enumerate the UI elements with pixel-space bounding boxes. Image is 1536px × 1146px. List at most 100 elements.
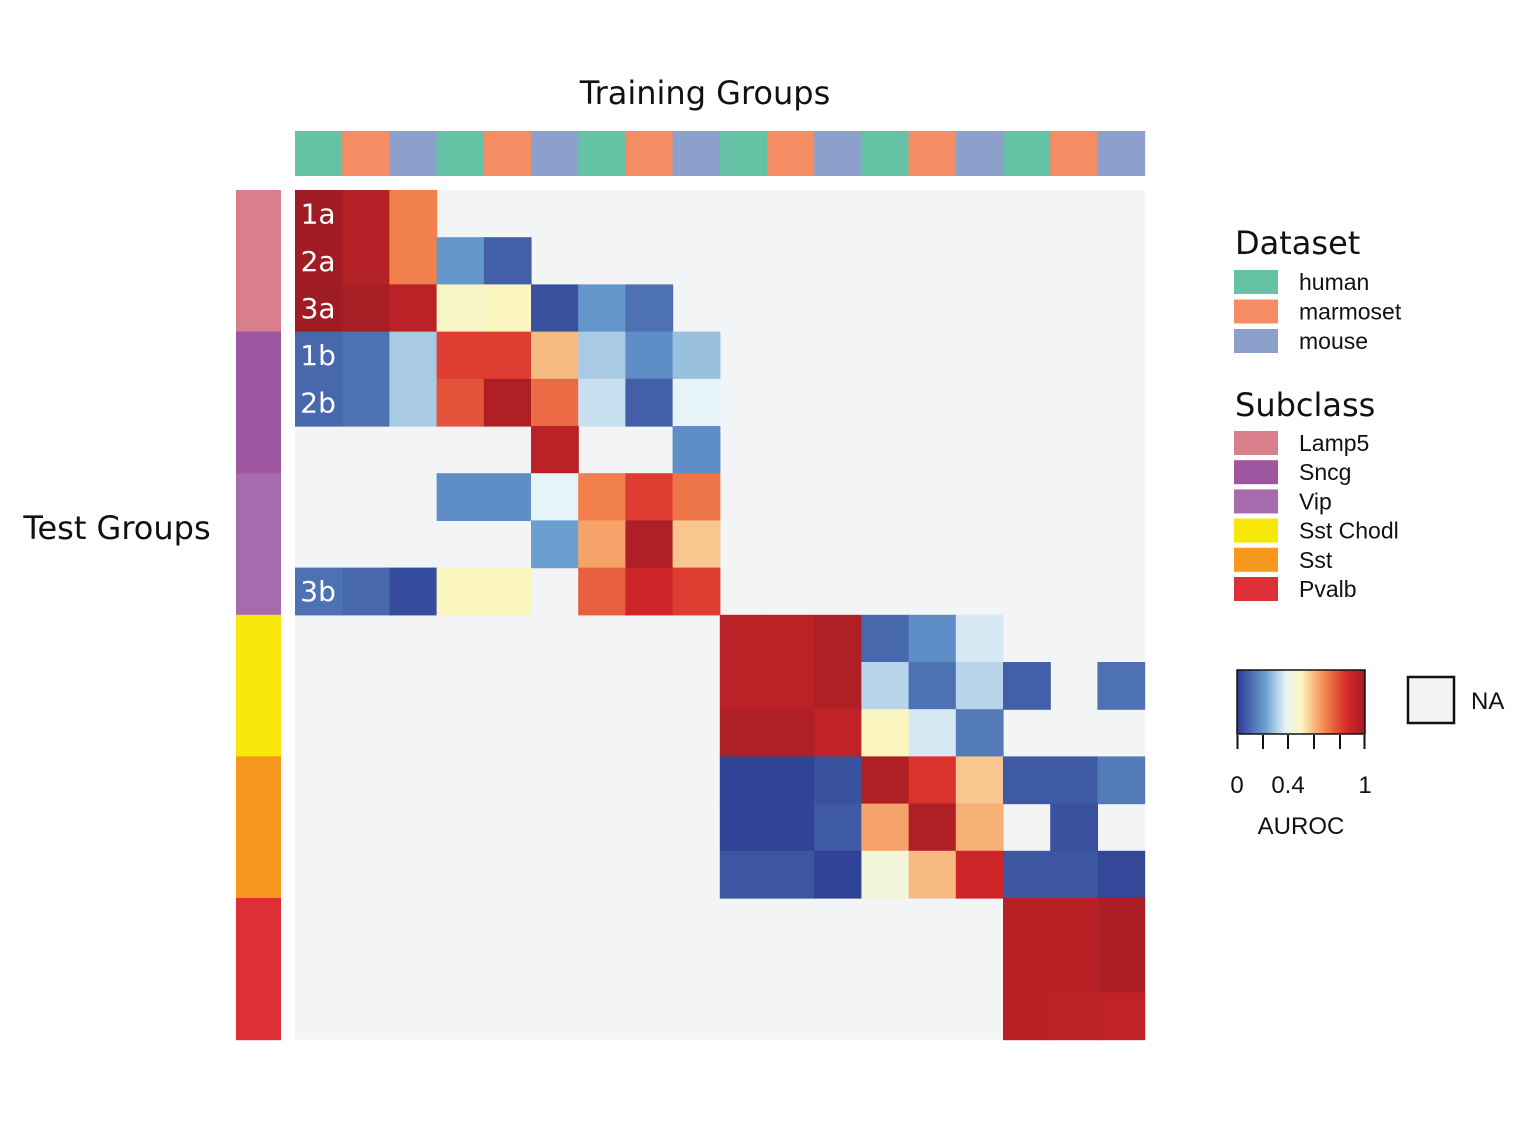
heatmap-cell (955, 709, 1004, 757)
dataset-legend-title: Dataset (1235, 224, 1360, 262)
heatmap-cell (531, 520, 579, 569)
heatmap-cell (625, 567, 674, 616)
subclass-legend: Subclass Lamp5 Sncg Vip Sst Chodl Sst Pvalb (1234, 386, 1399, 602)
dataset-legend-swatch (1234, 329, 1278, 353)
dataset-legend-swatch (1234, 270, 1278, 294)
heatmap-cell (1003, 945, 1051, 993)
subclass-legend-swatch (1234, 489, 1278, 514)
subclass-legend-swatch (1234, 518, 1278, 543)
heatmap-cell (719, 850, 768, 899)
row-cell-label: 1a (301, 198, 336, 231)
heatmap-cell (483, 378, 532, 427)
heatmap-cell (483, 473, 532, 521)
heatmap-cell (814, 850, 862, 899)
dataset-annotation-cell (1050, 131, 1098, 176)
subclass-annotation-cell (236, 898, 281, 946)
subclass-annotation-cell (236, 756, 281, 805)
heatmap-cell (719, 756, 768, 805)
heatmap-cell (672, 473, 721, 521)
subclass-annotation-cell (236, 992, 281, 1041)
heatmap-cell (1050, 803, 1098, 852)
heatmap-cell (767, 709, 815, 757)
heatmap-cell (436, 284, 485, 333)
heatmap-cell (861, 614, 910, 663)
heatmap-cell (1050, 756, 1098, 805)
heatmap-cell (625, 473, 674, 521)
dataset-annotation-cell (389, 131, 438, 176)
heatmap-cell (1097, 898, 1146, 946)
heatmap-cell (295, 284, 343, 333)
heatmap-cell (719, 662, 768, 710)
heatmap-cell (295, 237, 343, 285)
heatmap-cell (814, 756, 862, 805)
dataset-annotation-bar (295, 131, 1146, 176)
heatmap-cell (908, 662, 957, 710)
heatmap-cell (1003, 756, 1051, 805)
subclass-annotation-cell (236, 237, 281, 285)
dataset-annotation-cell (436, 131, 485, 176)
dataset-annotation-cell (1003, 131, 1051, 176)
row-cell-label: 2a (301, 245, 336, 278)
dataset-annotation-cell (814, 131, 862, 176)
row-cell-labels: 1a 2a 3a 1b 2b 3b (300, 198, 336, 609)
heatmap-cell (1003, 850, 1051, 899)
subclass-annotation-cell (236, 803, 281, 852)
heatmap-cell (531, 426, 579, 474)
heatmap-cell (767, 803, 815, 852)
dataset-annotation-cell (295, 131, 343, 176)
dataset-annotation-cell (719, 131, 768, 176)
heatmap-cell (955, 803, 1004, 852)
heatmap-cell (578, 378, 626, 427)
dataset-annotation-cell (861, 131, 910, 176)
subclass-legend-label: Sst (1299, 547, 1333, 573)
heatmap-cell (342, 284, 390, 333)
heatmap-cell (767, 662, 815, 710)
heatmap-cell (389, 567, 438, 616)
subclass-annotation-cell (236, 190, 281, 238)
heatmap-cell (295, 378, 343, 427)
heatmap-cell (483, 331, 532, 380)
heatmap-cell (531, 284, 579, 333)
heatmap-cell (908, 614, 957, 663)
dataset-legend-label: mouse (1299, 328, 1368, 354)
dataset-annotation-cell (955, 131, 1004, 176)
subclass-legend-label: Vip (1299, 488, 1332, 514)
heatmap-cell (814, 662, 862, 710)
heatmap-cell (861, 662, 910, 710)
heatmap-cell (908, 756, 957, 805)
dataset-annotation-cell (672, 131, 721, 176)
x-axis-title: Training Groups (579, 74, 831, 112)
heatmap-cell (672, 426, 721, 474)
dataset-annotation-cell (767, 131, 815, 176)
heatmap-cell (814, 614, 862, 663)
colorbar-tick-label: 0 (1230, 772, 1243, 799)
subclass-annotation-cell (236, 614, 281, 663)
y-axis-title: Test Groups (22, 509, 210, 547)
heatmap-cell (955, 662, 1004, 710)
subclass-legend-label: Sst Chodl (1299, 518, 1399, 544)
na-swatch (1406, 675, 1456, 725)
subclass-annotation-cell (236, 378, 281, 427)
dataset-annotation-cell (531, 131, 579, 176)
heatmap-cell (1050, 992, 1098, 1041)
heatmap-cell (342, 378, 390, 427)
subclass-annotation-cell (236, 709, 281, 757)
subclass-legend-swatch (1234, 577, 1278, 601)
heatmap-cell (389, 378, 438, 427)
subclass-annotation-cell (236, 426, 281, 474)
heatmap-cell (908, 803, 957, 852)
heatmap-cell (955, 614, 1004, 663)
heatmap-cell (578, 473, 626, 521)
subclass-annotation-cell (236, 284, 281, 333)
na-label: NA (1471, 688, 1504, 715)
row-cell-label: 1b (300, 339, 336, 372)
dataset-legend-label: marmoset (1299, 299, 1402, 325)
subclass-annotation-bar (236, 190, 281, 1041)
heatmap-cell (672, 567, 721, 616)
heatmap-cell (955, 850, 1004, 899)
heatmap-cell (436, 473, 485, 521)
heatmap-cell (295, 567, 343, 616)
colorbar-tick-label: 1 (1358, 772, 1371, 799)
heatmap-cell (672, 331, 721, 380)
